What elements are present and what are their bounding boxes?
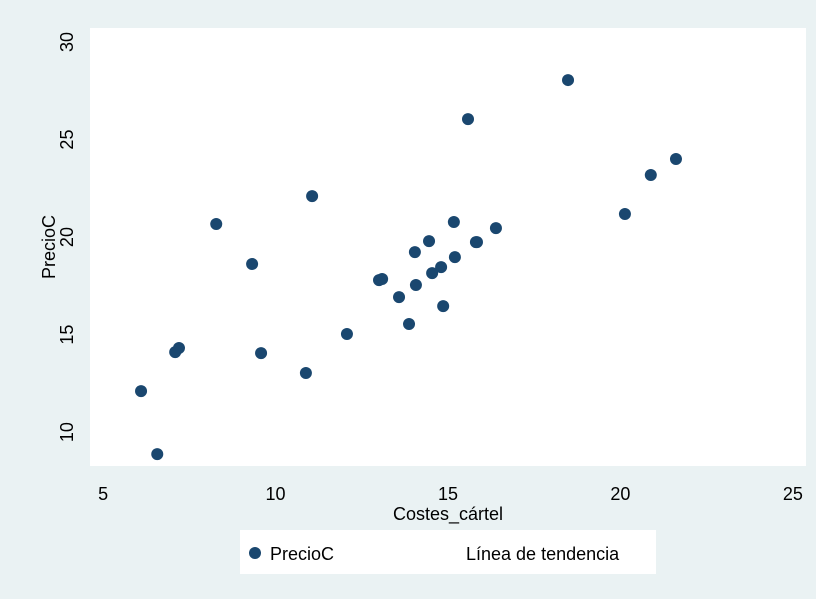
point — [246, 257, 259, 270]
x-tick-label: 20 — [610, 484, 630, 504]
y-tick-label: 30 — [57, 32, 77, 52]
point — [447, 216, 460, 229]
point — [618, 208, 631, 221]
y-axis-label: PrecioC — [39, 215, 59, 279]
point — [423, 235, 436, 248]
y-tick-label: 25 — [57, 130, 77, 150]
point — [172, 342, 185, 355]
point — [562, 74, 575, 87]
point — [409, 279, 422, 292]
point — [644, 169, 657, 182]
y-tick-label: 10 — [57, 422, 77, 442]
plot-area — [90, 28, 806, 466]
legend-label: PrecioC — [270, 544, 334, 564]
point — [340, 327, 353, 340]
point — [135, 385, 148, 398]
x-tick-label: 15 — [438, 484, 458, 504]
point — [448, 251, 461, 264]
point — [489, 222, 502, 235]
point — [299, 366, 312, 379]
point — [426, 267, 439, 280]
point — [255, 347, 268, 360]
legend-box — [240, 530, 656, 574]
point — [306, 190, 319, 203]
x-tick-label: 10 — [266, 484, 286, 504]
legend-marker — [249, 547, 261, 559]
point — [408, 246, 421, 259]
point — [210, 217, 223, 230]
point — [437, 300, 450, 313]
x-tick-label: 25 — [783, 484, 803, 504]
x-axis-label: Costes_cártel — [393, 504, 503, 525]
point — [403, 318, 416, 331]
point — [393, 291, 406, 304]
point — [435, 261, 448, 274]
point — [669, 153, 682, 166]
x-tick-label: 5 — [98, 484, 108, 504]
y-tick-label: 20 — [57, 227, 77, 247]
point — [470, 236, 483, 249]
legend-label: Línea de tendencia — [466, 544, 620, 564]
point — [376, 272, 389, 285]
point — [462, 113, 475, 126]
y-tick-label: 15 — [57, 325, 77, 345]
point — [151, 448, 164, 461]
